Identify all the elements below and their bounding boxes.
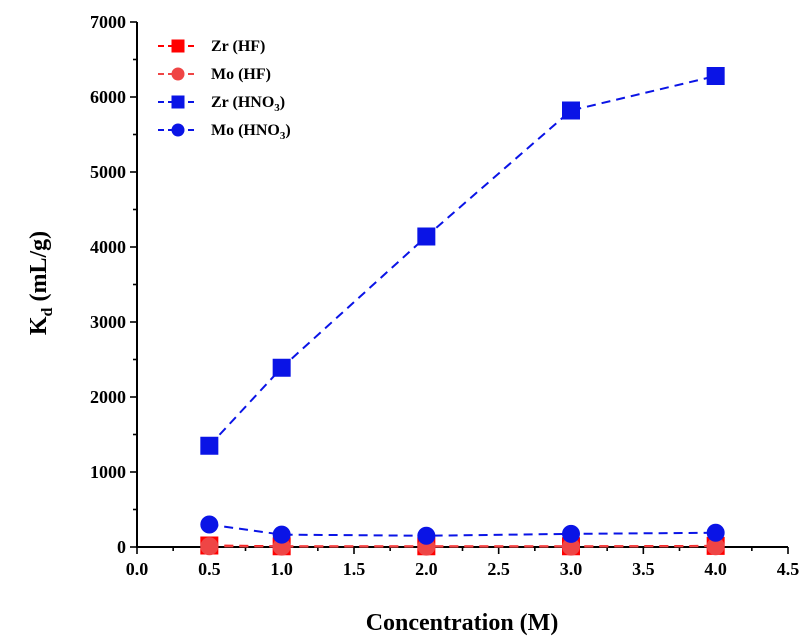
data-point <box>562 537 580 556</box>
series-layer <box>200 67 725 556</box>
x-tick-label: 4.0 <box>704 559 727 579</box>
legend-label: Mo (HF) <box>211 66 271 83</box>
data-point <box>562 524 580 543</box>
x-tick-label: 3.0 <box>560 559 583 579</box>
legend-label: Zr (HF) <box>211 38 265 55</box>
legend-item: Zr (HNO3) <box>158 94 285 114</box>
y-axis-title-sub: d <box>39 307 56 316</box>
legend-label: Mo (HNO3) <box>211 122 291 142</box>
y-axis-title-main: K <box>26 316 52 335</box>
x-tick-label: 0.0 <box>126 559 149 579</box>
legend-item: Zr (HF) <box>158 38 265 55</box>
x-tick-label: 3.5 <box>632 559 655 579</box>
legend-label: Zr (HNO3) <box>211 94 285 114</box>
y-tick-label: 1000 <box>90 462 126 482</box>
y-tick-label: 5000 <box>90 162 126 182</box>
x-tick-label: 1.0 <box>270 559 293 579</box>
data-point <box>272 358 291 377</box>
series-3 <box>200 67 725 455</box>
data-point <box>706 67 725 85</box>
y-axis-title-rest: (mL/g) <box>26 231 52 308</box>
legend-marker <box>171 95 185 109</box>
series-4 <box>200 515 725 545</box>
x-tick-label: 0.5 <box>198 559 221 579</box>
y-axis-title: Kd (mL/g) <box>26 231 56 335</box>
legend-marker <box>171 67 185 81</box>
x-tick-label: 4.5 <box>777 559 800 579</box>
data-point <box>417 227 436 246</box>
data-point <box>272 525 291 544</box>
data-point <box>200 515 219 534</box>
y-tick-label: 6000 <box>90 87 126 107</box>
y-tick-label: 0 <box>117 537 126 557</box>
x-tick-label: 2.5 <box>487 559 510 579</box>
legend-marker <box>171 123 185 137</box>
data-point <box>706 537 725 556</box>
data-point <box>200 436 219 455</box>
data-point <box>200 537 219 556</box>
y-tick-label: 7000 <box>90 12 126 32</box>
legend-marker <box>171 39 185 53</box>
y-tick-label: 2000 <box>90 387 126 407</box>
legend-item: Mo (HNO3) <box>158 122 291 142</box>
data-point <box>562 101 580 120</box>
legend-item: Mo (HF) <box>158 66 271 83</box>
y-tick-label: 4000 <box>90 237 126 257</box>
x-tick-label: 1.5 <box>343 559 366 579</box>
data-point <box>706 523 725 542</box>
x-tick-label: 2.0 <box>415 559 438 579</box>
axes: 0.0 0.5 1.0 1.5 2.0 2.5 3.0 3.5 4.0 4.5 0 1000 2000 3… <box>90 12 799 579</box>
legend: Zr (HF) Mo (HF) Zr (HNO3) Mo (HNO3) <box>158 38 291 142</box>
x-axis-title: Concentration (M) <box>366 610 559 636</box>
data-point <box>417 526 436 545</box>
y-tick-label: 3000 <box>90 312 126 332</box>
